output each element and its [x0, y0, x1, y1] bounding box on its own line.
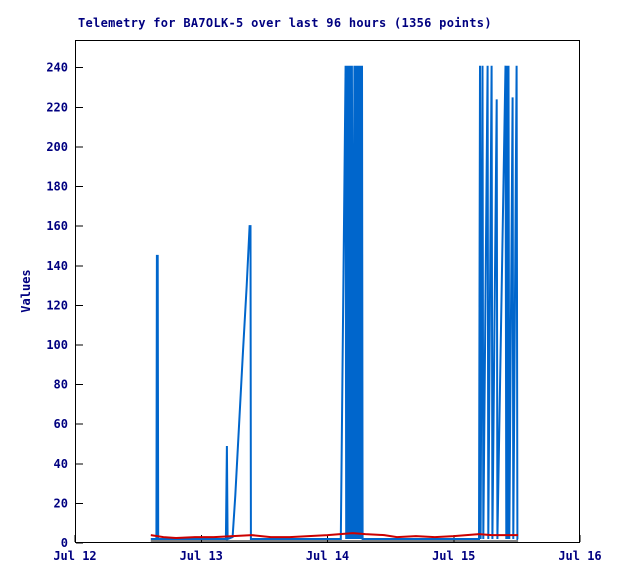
x-tick-label: Jul 14 — [306, 549, 349, 563]
y-axis-label: Values — [19, 269, 33, 313]
y-tick-label: 140 — [46, 259, 68, 273]
y-tick-label: 80 — [54, 378, 68, 392]
x-tick-label: Jul 16 — [558, 549, 601, 563]
y-tick-label: 240 — [46, 61, 68, 75]
x-tick-label: Jul 15 — [432, 549, 475, 563]
y-tick-label: 220 — [46, 100, 68, 114]
y-tick-label: 180 — [46, 180, 68, 194]
x-tick-label: Jul 13 — [180, 549, 223, 563]
y-tick-label: 200 — [46, 140, 68, 154]
y-tick-label: 100 — [46, 338, 68, 352]
y-tick-label: 40 — [54, 457, 68, 471]
y-tick-label: 120 — [46, 298, 68, 312]
y-tick-label: 20 — [54, 496, 68, 510]
y-tick-label: 160 — [46, 219, 68, 233]
chart-title: Telemetry for BA7OLK-5 over last 96 hour… — [78, 16, 492, 30]
x-tick-label: Jul 12 — [53, 549, 96, 563]
y-tick-label: 60 — [54, 417, 68, 431]
y-tick-label: 0 — [61, 536, 68, 550]
series-telemetry-blue — [150, 65, 519, 541]
series-telemetry-red — [150, 532, 519, 540]
